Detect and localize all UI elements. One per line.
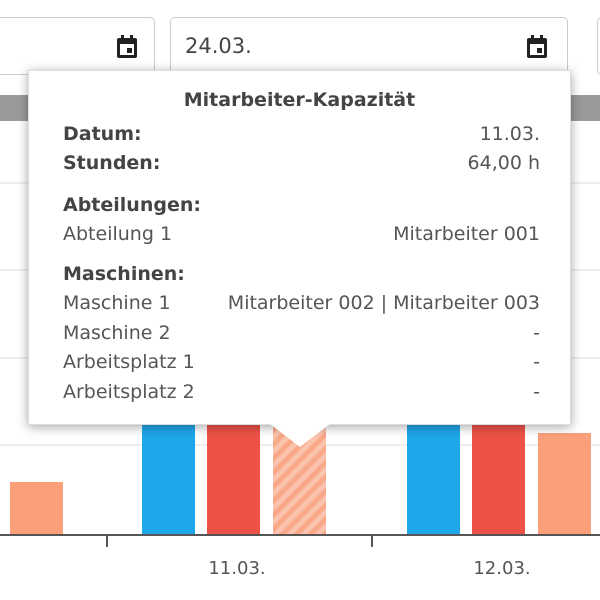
- bar: [538, 433, 591, 535]
- tooltip: Mitarbeiter-Kapazität Datum: 11.03. Stunde…: [28, 70, 571, 425]
- bar: [10, 482, 63, 535]
- tooltip-row: Maschine 1 Mitarbeiter 002 | Mitarbeiter …: [63, 289, 540, 317]
- date-input[interactable]: 24.03.: [170, 17, 568, 75]
- calendar-icon[interactable]: [115, 34, 139, 60]
- row-value: Mitarbeiter 001: [393, 223, 540, 245]
- row-value: -: [533, 321, 540, 344]
- section-heading: Maschinen:: [63, 263, 185, 285]
- tooltip-row: Arbeitsplatz 2 -: [63, 378, 540, 406]
- row-value: -: [533, 380, 540, 403]
- section-heading: Abteilungen:: [63, 194, 201, 216]
- tooltip-title: Mitarbeiter-Kapazität: [183, 89, 416, 111]
- row-label: Maschine 1: [63, 292, 171, 314]
- calendar-icon[interactable]: [525, 34, 549, 60]
- row-value: -: [533, 351, 540, 373]
- row-label: Abteilung 1: [63, 223, 173, 245]
- row-label: Stunden:: [63, 152, 161, 174]
- tooltip-arrow: [270, 424, 330, 447]
- x-tick-label: 12.03.: [473, 558, 530, 579]
- date-input[interactable]: [0, 17, 155, 75]
- row-label: Maschine 2: [63, 321, 171, 344]
- row-label: Arbeitsplatz 2: [63, 380, 195, 403]
- tooltip-row: Abteilung 1 Mitarbeiter 001: [63, 220, 540, 248]
- tooltip-row: Stunden: 64,00 h: [63, 149, 540, 177]
- x-tick-label: 11.03.: [208, 558, 265, 579]
- row-label: Arbeitsplatz 1: [63, 351, 195, 373]
- row-value: 64,00 h: [467, 152, 540, 174]
- tooltip-row: Datum: 11.03.: [63, 120, 540, 148]
- row-value: 11.03.: [479, 123, 540, 145]
- row-label: Datum:: [63, 123, 142, 145]
- row-value: Mitarbeiter 002 | Mitarbeiter 003: [227, 292, 540, 314]
- tooltip-row: Maschine 2 -: [63, 319, 540, 347]
- tooltip-row: Arbeitsplatz 1 -: [63, 348, 540, 376]
- date-value: 24.03.: [185, 34, 252, 58]
